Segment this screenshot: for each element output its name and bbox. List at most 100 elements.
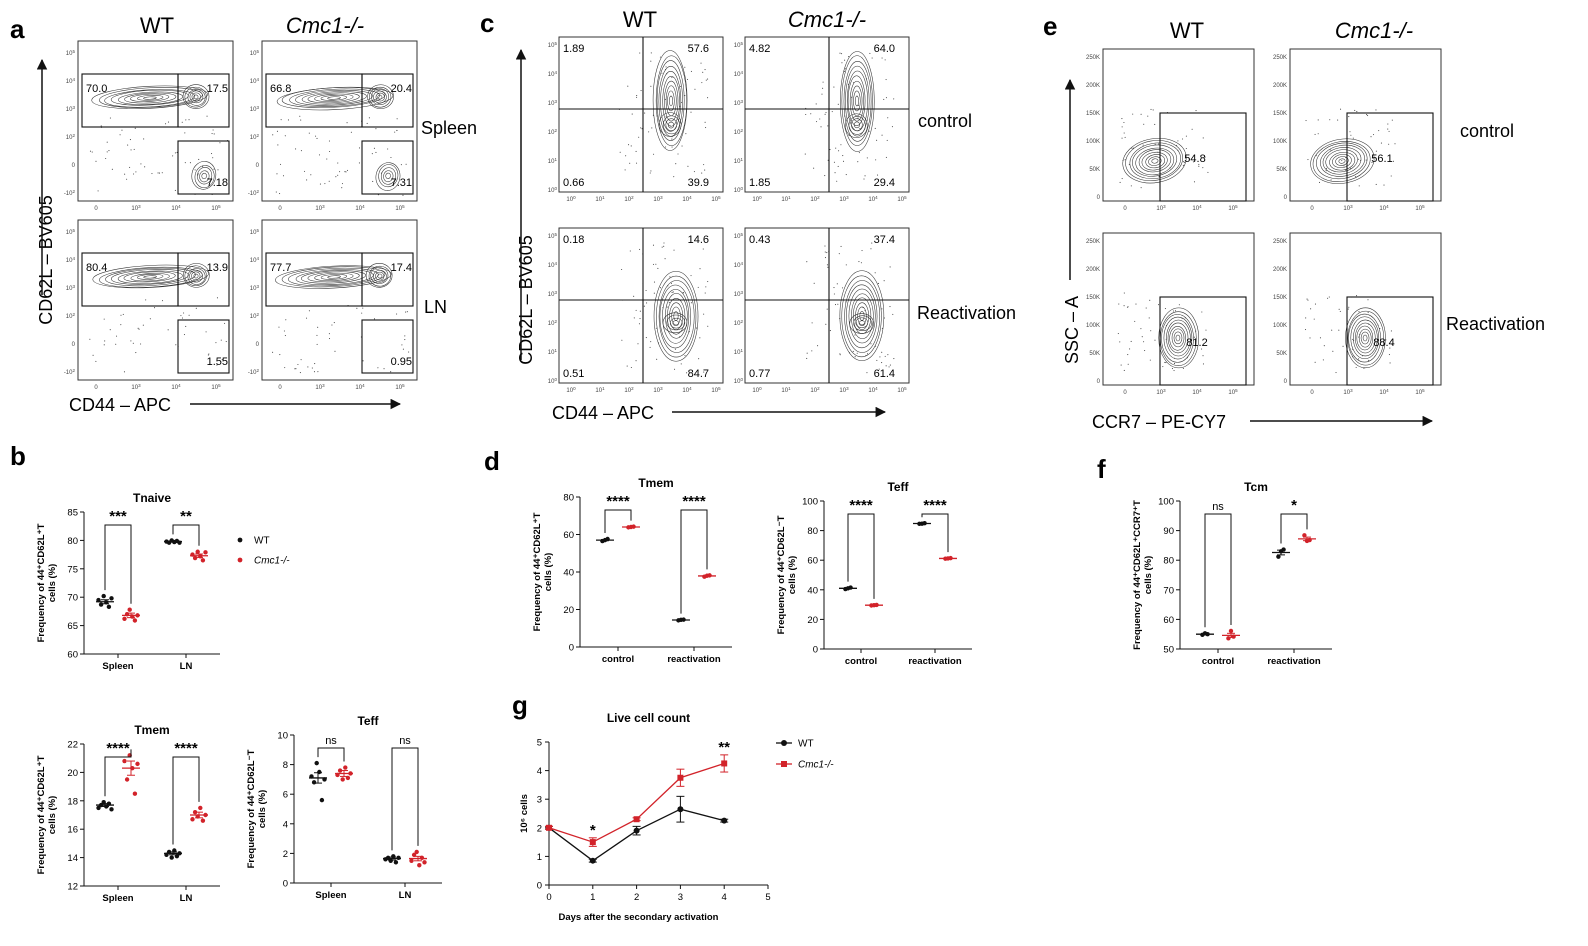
event-dot — [1307, 299, 1309, 301]
gate-pct-effector: 7.31 — [391, 177, 412, 189]
x-tick: 105 — [395, 383, 405, 392]
x-tick: 103 — [131, 204, 141, 213]
x-tick: 105 — [1228, 388, 1238, 397]
contour-line — [327, 96, 341, 100]
contour-line — [1138, 149, 1172, 173]
event-dot — [373, 147, 375, 149]
event-dot — [824, 257, 827, 259]
event-dot — [835, 147, 837, 149]
event-dot — [1391, 343, 1393, 345]
x-tick: 0 — [94, 206, 98, 212]
y-tick: -102 — [64, 189, 76, 198]
event-dot — [1132, 113, 1134, 115]
event-dot — [627, 85, 629, 87]
event-dot — [1357, 158, 1360, 160]
y-tick: 105 — [734, 41, 744, 50]
event-dot — [813, 167, 815, 169]
event-dot — [690, 275, 692, 277]
event-dot — [305, 317, 308, 319]
plot-frame — [558, 227, 724, 384]
y-tick-label: 1 — [537, 852, 542, 863]
event-dot — [1140, 113, 1142, 115]
legend-marker-wt — [781, 740, 787, 746]
contour-line — [853, 121, 860, 129]
y-axis-label: Frequency of 44⁺CD62L⁺CCR7⁺Tcells (%) — [1132, 500, 1154, 650]
x-tick-label: control — [602, 654, 634, 665]
flow-plot-a-ko-spleen: 105 104 103 102 0 -102 0 103 104 105 66.8 20.4 7.31 — [248, 40, 418, 213]
event-dot — [1315, 155, 1317, 157]
event-dot — [1121, 126, 1123, 128]
contour-line — [314, 93, 354, 102]
event-dot — [1164, 361, 1166, 364]
x-tick: 103 — [315, 204, 325, 213]
sig-label: **** — [106, 740, 130, 757]
event-dot — [848, 56, 850, 58]
event-dot — [138, 328, 140, 330]
contour-line — [1335, 156, 1349, 166]
y-tick-label: 0 — [813, 645, 818, 656]
y-tick: -102 — [64, 368, 76, 377]
y-tick: 150K — [1086, 111, 1100, 117]
event-dot — [300, 150, 302, 152]
data-point-ko — [124, 777, 130, 782]
event-dot — [316, 137, 318, 139]
event-dot — [280, 119, 282, 121]
contour-line — [189, 90, 204, 104]
contour-line — [1310, 138, 1375, 184]
event-dot — [806, 357, 808, 360]
event-dot — [687, 165, 689, 167]
event-dot — [640, 127, 642, 129]
event-dot — [881, 134, 883, 136]
event-dot — [1118, 303, 1120, 305]
data-point-ko — [122, 616, 127, 621]
event-dot — [870, 343, 872, 345]
data-point-wt — [721, 817, 728, 824]
plot-frame — [261, 40, 418, 202]
event-dot — [207, 354, 209, 356]
contour-line — [295, 269, 374, 285]
y-axis-label: SSC – A — [1062, 296, 1082, 364]
event-dot — [176, 151, 178, 153]
data-point-ko — [127, 607, 132, 612]
y-tick: 0 — [72, 342, 76, 348]
event-dot — [838, 150, 840, 152]
event-dot — [1177, 149, 1179, 151]
event-dot — [306, 179, 308, 181]
y-tick: 0 — [256, 163, 260, 169]
event-dot — [1389, 347, 1391, 349]
event-dot — [876, 139, 878, 141]
contour-line — [281, 266, 386, 288]
event-dot — [841, 53, 843, 55]
event-dot — [211, 152, 213, 155]
y-tick-label: 6 — [283, 790, 288, 801]
event-dot — [893, 358, 895, 360]
x-tick: 105 — [897, 195, 907, 204]
data-point-ko — [1302, 533, 1307, 538]
plot-frame — [77, 40, 234, 202]
x-tick: 0 — [278, 385, 282, 391]
event-dot — [635, 309, 637, 311]
event-dot — [299, 372, 301, 374]
flow-plot-a-ko-ln: 105 104 103 102 0 -102 0 103 104 105 77.7 17.4 0.95 — [248, 219, 418, 392]
event-dot — [366, 122, 368, 125]
event-dot — [1144, 350, 1146, 352]
contour-line — [187, 89, 206, 106]
contour-line — [664, 80, 679, 122]
event-dot — [842, 155, 844, 157]
event-dot — [836, 283, 838, 285]
event-dot — [380, 172, 383, 174]
event-dot — [1129, 348, 1131, 350]
event-dot — [839, 354, 841, 356]
event-dot — [345, 171, 347, 173]
event-dot — [129, 139, 131, 141]
event-dot — [277, 144, 279, 146]
event-dot — [1162, 366, 1164, 368]
event-dot — [707, 78, 709, 80]
legend-marker-ko — [781, 761, 787, 767]
event-dot — [294, 368, 296, 370]
flow-plot-a-wt-ln: 105 104 103 102 0 -102 0 103 104 105 80.4 13.9 1.55 — [64, 219, 234, 391]
event-dot — [852, 350, 854, 353]
event-dot — [866, 372, 868, 374]
data-point-wt — [319, 797, 325, 803]
data-point-ko — [340, 777, 345, 782]
